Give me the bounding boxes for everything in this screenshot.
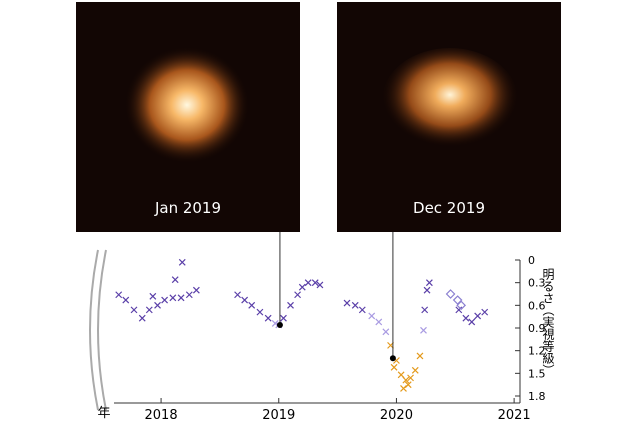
y-tick-label: 1.2: [528, 345, 546, 358]
data-point: [248, 301, 256, 309]
data-point: [402, 376, 410, 384]
data-point: [421, 306, 429, 314]
data-point: [304, 279, 312, 287]
data-point: [375, 318, 383, 326]
data-point: [294, 291, 302, 299]
data-point: [411, 366, 419, 374]
data-point: [161, 296, 169, 304]
data-point: [311, 279, 319, 287]
data-point: [416, 352, 424, 360]
star-image: [125, 47, 249, 163]
data-point: [462, 314, 470, 322]
data-point: [420, 326, 427, 334]
data-point: [404, 381, 412, 389]
data-point: [343, 299, 351, 307]
data-point: [358, 306, 366, 314]
data-point: [455, 306, 463, 314]
x-axis-label: 年: [97, 406, 110, 421]
data-point: [178, 258, 186, 266]
data-point: [177, 294, 185, 302]
x-tick-label: 2020: [380, 408, 413, 423]
data-point: [256, 308, 264, 316]
data-point: [456, 300, 467, 311]
data-point: [474, 312, 482, 320]
y-tick-label: 0.9: [528, 322, 546, 335]
data-point: [351, 301, 359, 309]
y-tick-label: 0.3: [528, 277, 546, 290]
data-point: [171, 276, 179, 284]
star-image: [382, 48, 518, 152]
data-point: [423, 286, 431, 294]
data-point: [241, 296, 249, 304]
data-point: [138, 314, 146, 322]
data-point: [445, 289, 456, 299]
data-point: [185, 291, 193, 299]
y-axis-label: 明るさ（実視等級）: [541, 268, 555, 376]
data-point: [280, 314, 287, 322]
x-tick-label: 2018: [145, 408, 178, 423]
data-point: [234, 291, 241, 299]
image-caption: Jan 2019: [154, 199, 221, 217]
data-point: [400, 385, 407, 392]
data-point: [192, 286, 200, 294]
data-point: [115, 291, 123, 299]
image-caption: Dec 2019: [413, 199, 485, 217]
data-point: [122, 296, 130, 304]
data-point: [169, 294, 177, 302]
data-point: [264, 314, 272, 322]
data-point: [468, 318, 476, 326]
data-point: [287, 301, 294, 309]
y-tick-label: 1.5: [528, 367, 546, 380]
data-point: [154, 301, 161, 309]
data-point: [298, 283, 306, 291]
data-point: [149, 292, 157, 300]
data-point: [130, 306, 138, 314]
axis-break: [89, 249, 107, 411]
data-point: [390, 363, 398, 371]
data-point: [425, 279, 433, 287]
data-point: [368, 312, 376, 320]
data-point: [145, 306, 153, 314]
data-point: [481, 308, 489, 316]
highlight-point: [389, 355, 396, 362]
x-tick-label: 2021: [498, 408, 531, 423]
y-tick-label: 0: [528, 254, 535, 267]
highlight-point: [276, 321, 283, 328]
y-tick-label: 1.8: [528, 390, 546, 403]
y-tick-label: 0.6: [528, 299, 546, 312]
data-point: [407, 374, 414, 382]
data-point: [382, 328, 390, 336]
data-point: [316, 281, 324, 289]
x-tick-label: 2019: [262, 408, 295, 423]
